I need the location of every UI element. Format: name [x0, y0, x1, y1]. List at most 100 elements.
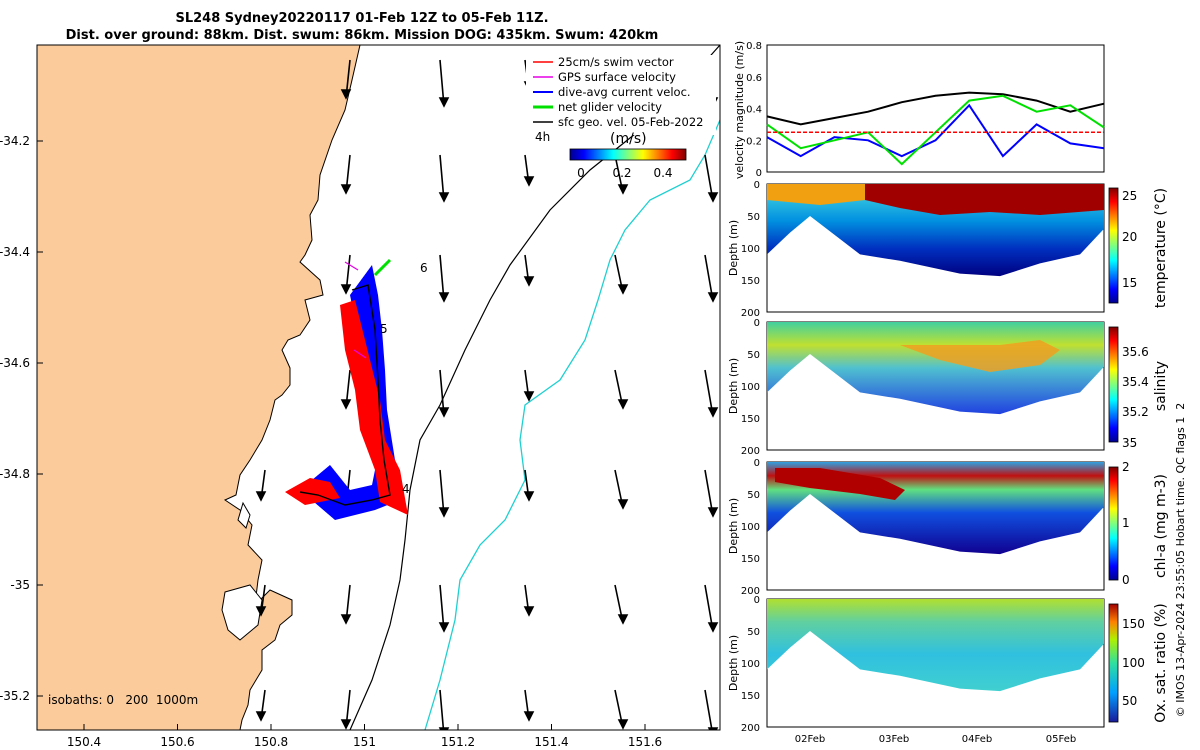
- depth-tick-label: 100: [741, 522, 760, 533]
- chlorophyll-colorbar-label: chl-a (mg m-3): [1153, 474, 1169, 578]
- geo-vector-head: [707, 407, 719, 418]
- depth-tick-label: 0: [754, 595, 760, 606]
- salinity-section[interactable]: 0 50 100 150 200 Depth (m) 35 35.2 35.4 35.6…: [727, 318, 1169, 457]
- geo-vector-head: [617, 499, 629, 510]
- velocity-plot-area: [766, 44, 1105, 173]
- geo-vector-head: [707, 292, 719, 303]
- temperature-colorbar: [1108, 187, 1119, 304]
- oxygen-cbar-tick-150: 150: [1122, 617, 1145, 631]
- lon-tick-label: 151.4: [534, 735, 568, 749]
- geo-vector-head: [523, 606, 535, 617]
- geo-vector-head: [255, 491, 267, 502]
- oxygen-ylabel: Depth (m): [727, 635, 740, 691]
- depth-tick-label: 100: [741, 659, 760, 670]
- net-glider-velocity-arrow: [373, 258, 392, 277]
- velocity-chart[interactable]: 0 0.2 0.4 0.6 0.8 velocity magnitude (m/s): [733, 41, 1105, 179]
- geo-vector-head: [438, 507, 450, 518]
- lon-tick-label: 151: [353, 735, 376, 749]
- depth-tick-label: 0: [754, 318, 760, 329]
- oxygen-cbar-tick-50: 50: [1122, 694, 1137, 708]
- geo-vector-head: [438, 292, 450, 303]
- legend-label-geo: sfc geo. vel. 05-Feb-2022: [558, 115, 704, 129]
- glider-track: [285, 258, 408, 520]
- depth-tick-label: 150: [741, 554, 760, 565]
- geo-vector-head: [523, 276, 535, 287]
- geo-vector-head: [523, 391, 535, 402]
- velocity-y-tick: 0: [756, 168, 762, 179]
- temperature-cbar-tick-25: 25: [1122, 189, 1137, 203]
- velocity-y-tick: 0.4: [746, 105, 762, 116]
- colorbar-tick-0.2: 0.2: [612, 166, 631, 180]
- geo-vector-head: [340, 719, 352, 730]
- geo-vector-head: [340, 184, 352, 195]
- depth-tick-label: 200: [741, 308, 760, 319]
- chlorophyll-y-ticks: 0 50 100 150 200: [741, 458, 760, 597]
- x-tick-02feb: 02Feb: [795, 734, 825, 745]
- map-panel[interactable]: 150.4 150.6 150.8 151 151.2 151.4 151.6 -34.2-…: [0, 44, 721, 749]
- salinity-colorbar-ticks: 35 35.2 35.4 35.6: [1122, 345, 1149, 450]
- geo-vector-head: [340, 89, 352, 100]
- depth-tick-label: 50: [747, 490, 760, 501]
- geo-vector-head: [707, 622, 719, 633]
- jervis-bay: [221, 584, 263, 641]
- temperature-cbar-tick-15: 15: [1122, 276, 1137, 290]
- land-mass: [37, 45, 361, 730]
- geo-vector-head: [707, 192, 719, 203]
- geo-vector-head: [617, 284, 629, 295]
- legend-label-net: net glider velocity: [558, 100, 662, 114]
- geo-vector-head: [617, 399, 629, 410]
- oxygen-colorbar: [1108, 603, 1119, 723]
- temperature-cbar-tick-20: 20: [1122, 230, 1137, 244]
- velocity-y-tick: 0.6: [746, 73, 762, 84]
- geo-vector-head: [438, 407, 450, 418]
- geo-vector-head: [255, 711, 267, 722]
- geo-vector-head: [617, 719, 629, 730]
- geo-vector-head: [707, 507, 719, 518]
- salinity-cbar-tick-35.2: 35.2: [1122, 405, 1149, 419]
- lat-tick-label: -34.2: [0, 134, 30, 148]
- geo-vector-head: [617, 184, 629, 195]
- legend-box: [526, 55, 716, 135]
- velocity-series-line: [766, 91, 1105, 126]
- chlorophyll-cbar-tick-0: 0: [1122, 573, 1130, 587]
- geo-vector-head: [340, 284, 352, 295]
- geo-vector-head: [617, 614, 629, 625]
- figure-title-line1: SL248 Sydney20220117 01-Feb 12Z to 05-Fe…: [175, 11, 548, 26]
- map-frame: [36, 44, 721, 731]
- chlorophyll-colorbar: [1108, 466, 1119, 581]
- x-tick-04feb: 04Feb: [962, 734, 992, 745]
- swim-vector-band: [340, 300, 408, 515]
- lon-tick-label: 151.6: [628, 735, 662, 749]
- velocity-y-ticks: 0 0.2 0.4 0.6 0.8: [746, 41, 762, 179]
- oxygen-section[interactable]: 0 50 100 150 200 Depth (m) 50 100 150 Ox. sa…: [727, 595, 1169, 745]
- geo-vector-head: [255, 606, 267, 617]
- copyright-note: © IMOS 13-Apr-2024 23:55:05 Hobart time.…: [1174, 403, 1187, 717]
- salinity-y-ticks: 0 50 100 150 200: [741, 318, 760, 457]
- chlorophyll-section[interactable]: 0 50 100 150 200 Depth (m) 0 1 2 chl-a (mg m…: [727, 458, 1169, 597]
- depth-tick-label: 50: [747, 212, 760, 223]
- chlorophyll-colorbar-ticks: 0 1 2: [1122, 460, 1130, 587]
- geo-vector-head: [707, 727, 719, 730]
- salinity-max-layer: [900, 340, 1060, 372]
- geo-vector-head: [523, 491, 535, 502]
- temperature-warm-left: [767, 184, 865, 205]
- speed-colorbar: [569, 148, 687, 161]
- chlorophyll-ylabel: Depth (m): [727, 498, 740, 554]
- temperature-section[interactable]: 0 50 100 150 200 Depth (m) 15 20 25 temperat…: [727, 180, 1169, 319]
- oxygen-colorbar-label: Ox. sat. ratio (%): [1153, 603, 1169, 722]
- salinity-cbar-tick-35.4: 35.4: [1122, 375, 1149, 389]
- gps-surface-velocity-arrow-b: [353, 349, 367, 359]
- track-line: [299, 284, 391, 506]
- lon-tick-label: 150.8: [254, 735, 288, 749]
- depth-tick-label: 150: [741, 276, 760, 287]
- depth-tick-label: 100: [741, 382, 760, 393]
- depth-tick-label: 200: [741, 586, 760, 597]
- geo-vector-head: [340, 614, 352, 625]
- depth-tick-label: 0: [754, 458, 760, 469]
- gps-surface-velocity-arrow-a: [344, 261, 359, 271]
- depth-tick-label: 200: [741, 723, 760, 734]
- lat-tick-label: -35.2: [0, 689, 30, 703]
- oxygen-cbar-tick-100: 100: [1122, 656, 1145, 670]
- temperature-warm-layer: [865, 184, 1104, 215]
- lon-tick-label: 150.4: [67, 735, 101, 749]
